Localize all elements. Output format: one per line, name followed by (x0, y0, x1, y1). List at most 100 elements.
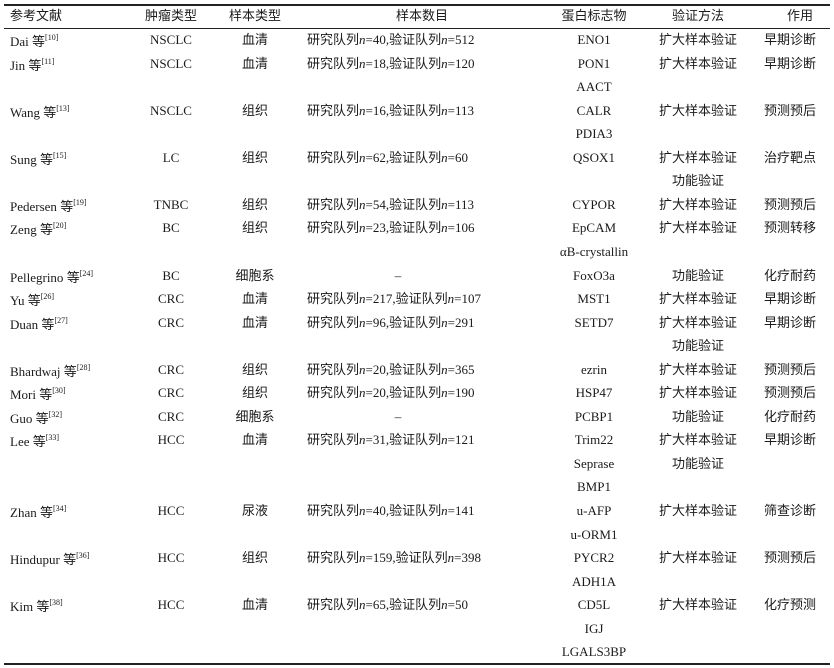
n-symbol: n (441, 503, 448, 518)
reference-cell: Jin 等[11] (10, 54, 54, 74)
sample-type-cell: 血清 (241, 597, 269, 613)
sample-count-cell: 研究队列n=23,验证队列n=106 (307, 220, 475, 236)
sample-count-cell: 研究队列n=62,验证队列n=60 (307, 149, 468, 165)
author: Pellegrino (10, 269, 64, 285)
n-symbol: n (359, 55, 366, 71)
etal: 等 (43, 104, 57, 120)
n-symbol: n (359, 361, 366, 377)
train-label: 研究队列 (307, 385, 360, 401)
validation-label: 验证队列 (389, 597, 442, 613)
citation: [20] (52, 221, 67, 231)
n-symbol: n (441, 55, 448, 71)
etal: 等 (39, 387, 53, 403)
n-symbol: n (441, 385, 448, 401)
validation-method: 扩大样本验证 (658, 55, 738, 71)
n-symbol: n (359, 597, 366, 613)
protein-marker: ADH1A (571, 573, 617, 589)
sample-type-cell: 组织 (241, 385, 269, 401)
n-symbol: n (359, 550, 366, 566)
validation-n: 398 (461, 550, 481, 566)
sample-count-cell: 研究队列n=18,验证队列n=120 (307, 55, 475, 71)
separator: , (385, 597, 390, 613)
separator: , (385, 503, 390, 518)
separator: , (385, 32, 390, 47)
tumor-type-cell: NSCLC (150, 32, 192, 47)
train-label: 研究队列 (307, 220, 360, 236)
n-symbol: n (441, 102, 448, 118)
author: Lee (10, 434, 30, 450)
separator: , (385, 149, 390, 165)
n-symbol: n (441, 220, 448, 236)
sample-count-cell: 研究队列n=31,验证队列n=121 (307, 432, 475, 448)
sample-type-cell: 血清 (241, 55, 269, 71)
protein-marker: Trim22 (574, 432, 614, 448)
train-n: 159 (372, 550, 393, 566)
reference-cell: Zhan 等[34] (10, 501, 66, 521)
n-symbol: n (359, 503, 366, 518)
role-cell: 化疗耐药 (763, 267, 817, 283)
validation-n: 365 (454, 361, 475, 377)
separator: , (385, 55, 390, 71)
citation: [33] (45, 433, 60, 443)
etal: 等 (27, 293, 41, 309)
n-symbol: n (441, 32, 448, 47)
train-label: 研究队列 (307, 432, 360, 448)
header-reference: 参考文献 (10, 8, 63, 23)
etal: 等 (60, 198, 74, 214)
validation-label: 验证队列 (389, 314, 442, 330)
sample-type-cell: 细胞系 (235, 267, 275, 283)
sample-type-cell: 组织 (241, 102, 269, 118)
train-n: 217 (372, 291, 393, 307)
sample-type-cell: 血清 (241, 432, 269, 448)
role-cell: 化疗预测 (763, 597, 817, 613)
validation-n: 512 (454, 32, 475, 47)
validation-label: 验证队列 (395, 550, 448, 566)
train-label: 研究队列 (307, 503, 360, 518)
etal: 等 (63, 363, 77, 379)
author: Jin (10, 57, 26, 73)
etal: 等 (41, 316, 55, 332)
validation-method: 扩大样本验证 (658, 32, 738, 47)
sample-count-cell: 研究队列n=40,验证队列n=141 (307, 503, 475, 518)
protein-marker: MST1 (577, 291, 611, 307)
protein-marker: PCBP1 (574, 408, 614, 424)
citation: [26] (40, 292, 55, 302)
reference-cell: Yu 等[26] (10, 289, 54, 309)
sample-type-cell: 细胞系 (235, 408, 275, 424)
reference-cell: Pellegrino 等[24] (10, 266, 93, 286)
separator: , (385, 361, 390, 377)
protein-marker: u-ORM1 (570, 526, 618, 542)
protein-marker: u-AFP (576, 503, 612, 518)
tumor-type-cell: TNBC (153, 196, 189, 212)
validation-n: 60 (454, 149, 468, 165)
n-symbol: n (359, 196, 366, 212)
author: Duan (10, 316, 39, 332)
separator: , (385, 432, 390, 448)
author: Pedersen (10, 198, 57, 214)
validation-method: 功能验证 (671, 173, 725, 189)
tumor-type-cell: LC (162, 149, 180, 165)
train-n: 65 (372, 597, 386, 613)
validation-n: 120 (454, 55, 475, 71)
citation: [36] (76, 551, 90, 561)
tumor-type-cell: HCC (157, 597, 185, 613)
validation-method: 扩大样本验证 (658, 102, 738, 118)
etal: 等 (39, 222, 53, 238)
role-cell: 早期诊断 (763, 55, 817, 71)
validation-method: 功能验证 (671, 408, 725, 424)
train-n: 31 (372, 432, 386, 448)
validation-n: 291 (454, 314, 475, 330)
protein-marker: PON1 (577, 55, 611, 71)
reference-cell: Zeng 等[20] (10, 218, 66, 238)
train-label: 研究队列 (307, 196, 360, 212)
tumor-type-cell: BC (162, 220, 180, 236)
citation: [28] (76, 362, 91, 372)
author: Hindupur (10, 552, 60, 568)
train-n: 18 (372, 55, 386, 71)
role-cell: 预测预后 (763, 385, 817, 401)
top-rule (4, 4, 830, 6)
train-n: 16 (372, 102, 386, 118)
n-symbol: n (359, 102, 366, 118)
sample-count-cell: 研究队列n=40,验证队列n=512 (307, 32, 475, 47)
header-validation-method: 验证方法 (671, 8, 725, 23)
